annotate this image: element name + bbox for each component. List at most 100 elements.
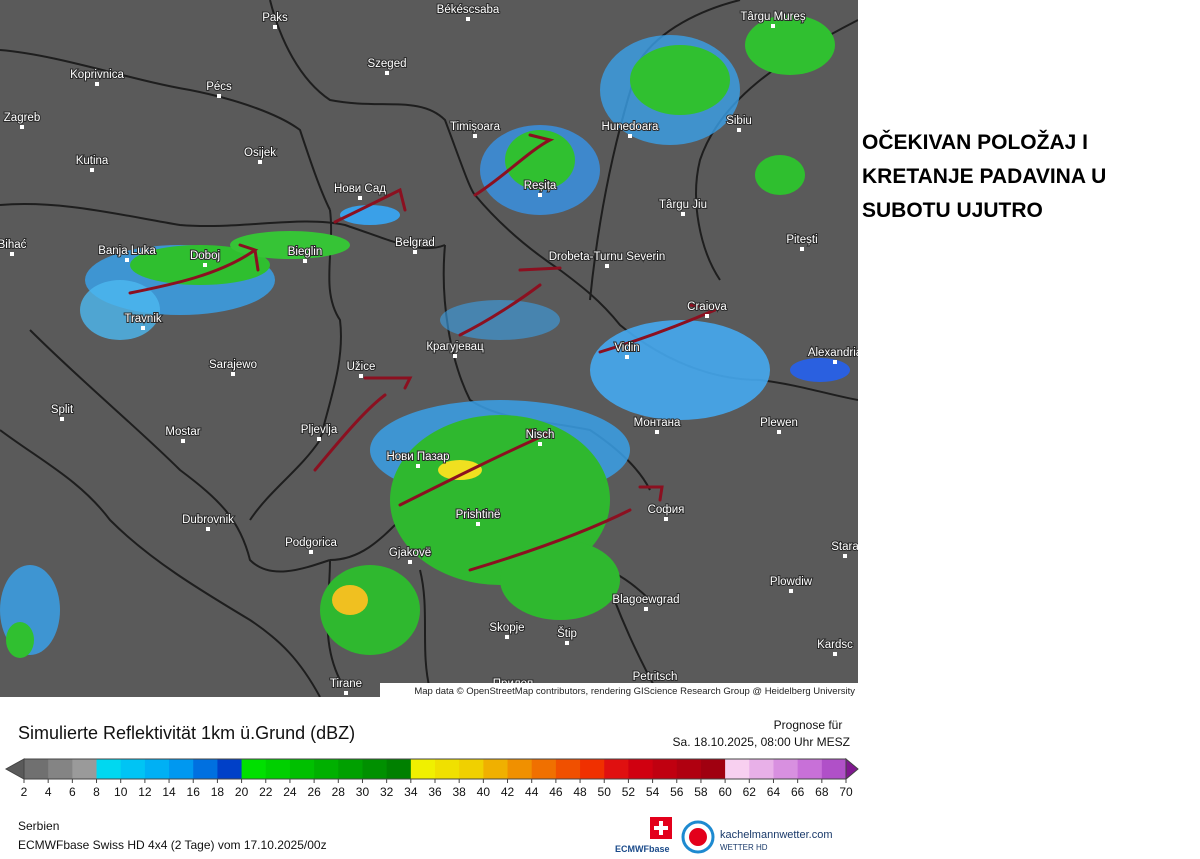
kachelmann-name: kachelmannwetter.com <box>720 829 833 841</box>
colorbar-segment <box>241 759 267 779</box>
arrows <box>128 133 721 572</box>
city-label: Skopje <box>489 622 524 634</box>
city-marker <box>206 527 210 531</box>
colorbar-segment <box>435 759 460 779</box>
colorbar-segment <box>193 759 218 779</box>
city-marker <box>466 17 470 21</box>
city-label: Nisch <box>526 429 555 441</box>
city-marker <box>344 691 348 695</box>
city-marker <box>476 522 480 526</box>
city-marker <box>833 360 837 364</box>
city-marker <box>800 247 804 251</box>
city-marker <box>789 589 793 593</box>
colorbar-tick-label: 70 <box>839 785 853 799</box>
colorbar-segment <box>628 759 654 779</box>
city-label: Pécs <box>206 81 232 93</box>
colorbar-tick-label: 4 <box>45 785 52 799</box>
city-marker <box>644 607 648 611</box>
colorbar-tick-label: 60 <box>718 785 732 799</box>
city-marker <box>771 24 775 28</box>
city-label: Kardsc <box>817 639 853 651</box>
city-marker <box>538 193 542 197</box>
city-label: Dubrovnik <box>182 514 234 526</box>
colorbar-tick-label: 16 <box>187 785 201 799</box>
ecmwf-logo: ECMWFbase <box>615 844 670 854</box>
colorbar-tick-label: 56 <box>670 785 684 799</box>
city-marker <box>453 354 457 358</box>
colorbar-segment <box>96 759 122 779</box>
city-label: Нови Сад <box>334 183 386 195</box>
city-label: Stara <box>831 541 858 553</box>
annotation: OČEKIVAN POLOŽAJ I KRETANJE PADAVINA U S… <box>862 131 1107 222</box>
city-label: Pljevlja <box>301 424 338 436</box>
city-label: Vidin <box>614 342 639 354</box>
colorbar-tick-label: 6 <box>69 785 76 799</box>
colorbar-tick-label: 22 <box>259 785 273 799</box>
city-marker <box>125 258 129 262</box>
city-label: Prishtinë <box>456 509 501 521</box>
colorbar-tick-label: 38 <box>452 785 466 799</box>
city-marker <box>309 550 313 554</box>
city-label: Tirane <box>330 678 362 690</box>
city-label: Bihać <box>0 239 27 251</box>
colorbar-tick-label: 2 <box>21 785 28 799</box>
city-label: София <box>648 504 685 516</box>
legend-title: Simulierte Reflektivität 1km ü.Grund (dB… <box>18 723 355 743</box>
city-marker <box>628 134 632 138</box>
colorbar-tick-label: 46 <box>549 785 563 799</box>
colorbar-tick-label: 48 <box>573 785 587 799</box>
city-label: Hunedoara <box>602 121 660 133</box>
colorbar-segment <box>773 759 799 779</box>
city-marker <box>273 25 277 29</box>
city-label: Blagoewgrad <box>612 594 679 606</box>
colorbar-segment <box>289 759 315 779</box>
city-marker <box>95 82 99 86</box>
city-label: Монтана <box>634 417 681 429</box>
colorbar-tick-label: 68 <box>815 785 829 799</box>
city-label: Split <box>51 404 74 416</box>
city-marker <box>385 71 389 75</box>
colorbar-segment <box>483 759 509 779</box>
city-marker <box>655 430 659 434</box>
colorbar-segment <box>555 759 581 779</box>
colorbar-tick-label: 24 <box>283 785 297 799</box>
city-label: Užice <box>347 361 376 373</box>
colorbar-tick-label: 26 <box>307 785 321 799</box>
swiss-cross <box>654 821 668 835</box>
kachelmann-sub: WETTER HD <box>720 843 768 852</box>
colorbar-segment <box>507 759 533 779</box>
colorbar-segment <box>386 759 412 779</box>
colorbar-tick-label: 14 <box>162 785 176 799</box>
colorbar-tick-label: 32 <box>380 785 394 799</box>
city-marker <box>317 437 321 441</box>
city-label: Craiova <box>687 301 727 313</box>
colorbar-segment <box>24 759 49 779</box>
city-label: Mostar <box>165 426 200 438</box>
city-marker <box>625 355 629 359</box>
city-marker <box>416 464 420 468</box>
city-marker <box>359 374 363 378</box>
city-marker <box>181 439 185 443</box>
city-label: Kutina <box>76 155 109 167</box>
city-label: Târgu Jiu <box>659 199 707 211</box>
city-label: Békéscsaba <box>437 4 500 16</box>
city-marker <box>413 250 417 254</box>
city-marker <box>833 652 837 656</box>
colorbar-segment <box>265 759 291 779</box>
colorbar-tick-label: 50 <box>598 785 612 799</box>
attribution-bg <box>380 683 858 697</box>
city-marker <box>303 259 307 263</box>
city-marker <box>408 560 412 564</box>
city-marker <box>777 430 781 434</box>
colorbar-segment <box>144 759 170 779</box>
city-label: Travnik <box>124 313 162 325</box>
colorbar-tick-label: 30 <box>356 785 370 799</box>
colorbar: 2 4 6 8 10 12 14 16 18 20 22 24 26 28 30 32 34 36 38 40 42 44… <box>4 757 859 799</box>
city-marker <box>565 641 569 645</box>
city-marker <box>258 160 262 164</box>
city-marker <box>737 128 741 132</box>
colorbar-segment <box>700 759 726 779</box>
colorbar-tick-label: 52 <box>622 785 636 799</box>
city-label: Gjakovë <box>389 547 431 559</box>
city-label: Крагујевац <box>426 341 484 353</box>
